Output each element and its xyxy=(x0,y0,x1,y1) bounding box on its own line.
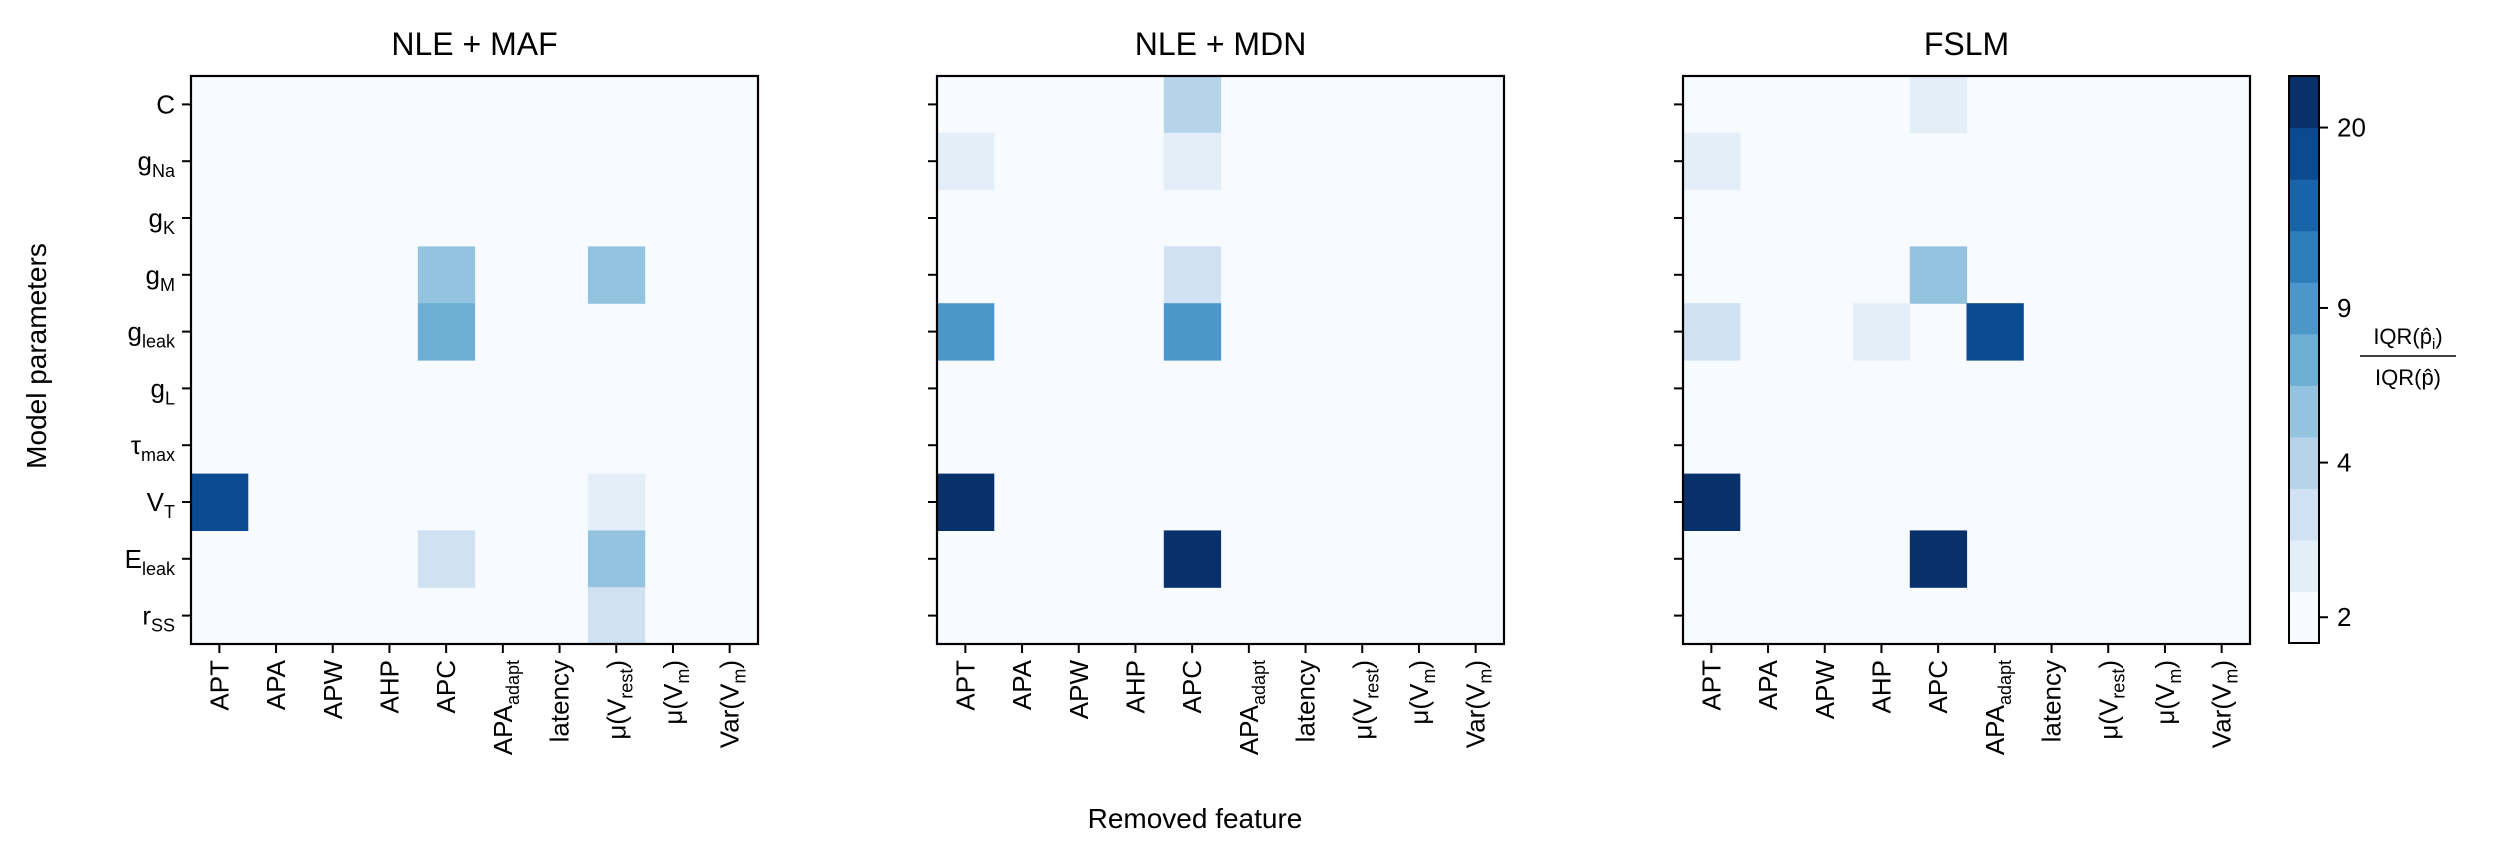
x-tick-label: APC xyxy=(1177,660,1207,713)
x-tick-label: APW xyxy=(318,660,348,720)
colorbar-tick-label: 9 xyxy=(2337,293,2351,323)
heatmap-cell xyxy=(937,132,995,191)
colorbar-segment xyxy=(2289,385,2319,438)
colorbar-frame xyxy=(2288,75,2320,644)
y-tick-label: rSS xyxy=(142,601,175,636)
colorbar-segment xyxy=(2289,76,2319,129)
colorbar-segment xyxy=(2289,230,2319,283)
panel-title: NLE + MDN xyxy=(1135,26,1307,62)
colorbar-segment xyxy=(2289,591,2319,644)
colorbar-tick-label: 2 xyxy=(2337,602,2351,632)
colorbar-segment xyxy=(2289,436,2319,489)
heatmap-cell xyxy=(1683,303,1741,361)
colorbar-segment xyxy=(2289,333,2319,386)
x-tick-label: APA xyxy=(1007,659,1037,710)
y-tick-label: C xyxy=(156,89,175,119)
x-tick-label: APAadapt xyxy=(488,660,523,755)
heatmap-cell xyxy=(417,303,476,361)
heatmap-cell xyxy=(1163,76,1222,134)
heatmap-cell xyxy=(1909,246,1968,304)
heatmap-cell xyxy=(587,246,646,304)
heatmap-panel: FSLM APT APA APW AHP APC APAadapt latency μ(Vres… xyxy=(1674,26,2252,755)
colorbar-segment xyxy=(2289,127,2319,180)
x-tick-label: AHP xyxy=(1121,660,1151,713)
x-tick-label: APA xyxy=(261,659,291,710)
x-tick-label: APAadapt xyxy=(1980,660,2015,755)
x-tick-label: APT xyxy=(204,660,234,711)
x-tick-label: Var(Vm) xyxy=(2207,660,2242,748)
x-tick-label: μ(Vrest) xyxy=(2093,660,2128,740)
x-tick-label: APT xyxy=(950,660,980,711)
x-tick-label: APT xyxy=(1696,660,1726,711)
heatmap-cell xyxy=(1683,473,1741,531)
y-axis-label: Model parameters xyxy=(21,243,52,469)
heatmap-cell xyxy=(587,530,646,588)
heatmap-cell xyxy=(1163,303,1222,361)
x-tick-label: AHP xyxy=(375,660,405,713)
y-tick-label: τmax xyxy=(131,430,175,465)
heatmap-cell xyxy=(1163,530,1222,588)
x-tick-label: μ(Vrest) xyxy=(601,660,636,740)
heatmap-cell xyxy=(1909,530,1968,588)
colorbar-tick-label: 20 xyxy=(2337,113,2366,143)
x-tick-label: latency xyxy=(2037,660,2067,742)
x-tick-label: latency xyxy=(1291,660,1321,742)
x-tick-label: μ(Vm) xyxy=(658,660,693,725)
x-tick-label: μ(Vm) xyxy=(2150,660,2185,725)
colorbar-label-denominator: IQR(p̂) xyxy=(2375,365,2441,390)
heatmap-cell xyxy=(1909,76,1968,134)
colorbar-segment xyxy=(2289,179,2319,232)
x-tick-label: APC xyxy=(1923,660,1953,713)
colorbar: 2 4 9 20 IQR(p̂i) IQR(p̂) xyxy=(2288,75,2456,644)
heatmap-cell xyxy=(1966,303,2024,361)
y-tick-label: gL xyxy=(151,373,175,408)
y-tick-label: gM xyxy=(146,260,175,295)
x-tick-label: APW xyxy=(1810,660,1840,720)
x-tick-label: AHP xyxy=(1867,660,1897,713)
axes-frame xyxy=(1681,74,2252,646)
x-tick-label: Var(Vm) xyxy=(1461,660,1496,748)
panel-title: NLE + MAF xyxy=(391,26,557,62)
x-tick-label: μ(Vrest) xyxy=(1347,660,1382,740)
heatmap-cell xyxy=(587,587,646,645)
y-tick-label: gK xyxy=(149,203,175,238)
y-tick-label: VT xyxy=(147,487,175,522)
x-tick-label: APA xyxy=(1753,659,1783,710)
heatmap-cell xyxy=(587,473,646,531)
heatmap-cell xyxy=(937,303,995,361)
colorbar-segment xyxy=(2289,539,2319,593)
heatmap-cell xyxy=(1853,303,1911,361)
axes-frame xyxy=(189,74,760,646)
heatmap-panel: NLE + MDN APT APA APW AHP APC APAadapt latency μ… xyxy=(928,26,1506,755)
x-axis-label: Removed feature xyxy=(1088,803,1303,834)
colorbar-label-numerator: IQR(p̂i) xyxy=(2373,324,2442,353)
x-tick-label: Var(Vm) xyxy=(715,660,750,748)
colorbar-segment xyxy=(2289,282,2319,335)
x-tick-label: μ(Vm) xyxy=(1404,660,1439,725)
heatmap-cell xyxy=(191,473,249,531)
heatmap-cell xyxy=(1163,246,1222,304)
heatmap-cell xyxy=(937,473,995,531)
colorbar-segment xyxy=(2289,488,2319,541)
axes-frame xyxy=(935,74,1506,646)
y-tick-label: gleak xyxy=(128,317,176,352)
heatmap-cell xyxy=(1683,132,1741,191)
heatmap-cell xyxy=(417,246,476,304)
panel-title: FSLM xyxy=(1924,26,2009,62)
heatmap-cell xyxy=(1163,132,1222,191)
x-tick-label: APW xyxy=(1064,660,1094,720)
colorbar-tick-label: 4 xyxy=(2337,448,2351,478)
heatmap-cell xyxy=(417,530,476,588)
x-tick-label: APAadapt xyxy=(1234,660,1269,755)
y-tick-label: Eleak xyxy=(125,544,176,579)
y-tick-label: gNa xyxy=(138,146,176,181)
x-tick-label: APC xyxy=(431,660,461,713)
x-tick-label: latency xyxy=(545,660,575,742)
